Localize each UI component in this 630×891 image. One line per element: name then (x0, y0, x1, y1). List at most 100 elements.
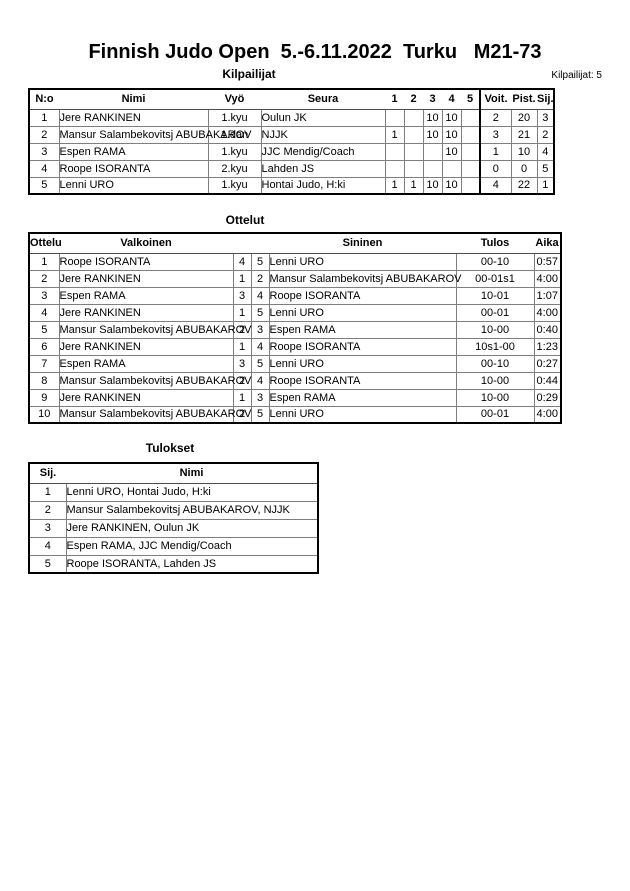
cell-pist: 22 (511, 177, 538, 194)
cell-match-no: 7 (29, 355, 60, 373)
cell-vno: 2 (233, 406, 252, 423)
cell-seura: Oulun JK (261, 109, 386, 127)
cell-vno: 1 (233, 270, 252, 288)
cell-tulos: 10-00 (456, 321, 535, 339)
cell-valkoinen: Espen RAMA (59, 287, 234, 305)
tulokset-table: Sij. Nimi 1 Lenni URO, Hontai Judo, H:ki… (28, 462, 319, 574)
col-header-sij: Sij. (29, 463, 66, 484)
cell-match-no: 8 (29, 372, 60, 390)
table-row: 2 Mansur Salambekovitsj ABUBAKAROV 1.dan… (29, 126, 554, 144)
table-row: 6 Jere RANKINEN 1 4 Roope ISORANTA 10s1-… (29, 338, 561, 356)
cell-valkoinen: Mansur Salambekovitsj ABUBAKAROV (59, 372, 251, 390)
cell-sij: 4 (29, 537, 67, 556)
cell-aika: 4:00 (534, 270, 561, 288)
cell-nimi: Mansur Salambekovitsj ABUBAKAROV (59, 126, 251, 144)
cell-valkoinen: Jere RANKINEN (59, 338, 234, 356)
cell-voit: 1 (479, 143, 512, 161)
cell-vno: 1 (233, 338, 252, 356)
cell-r4: 10 (442, 109, 462, 127)
table-row: 1 Lenni URO, Hontai Judo, H:ki (29, 483, 318, 502)
cell-sno: 4 (251, 287, 270, 305)
col-header-5: 5 (461, 89, 480, 110)
col-header-vno (233, 233, 251, 254)
cell-no: 1 (29, 109, 60, 127)
cell-sno: 5 (251, 304, 270, 322)
cell-tulos: 00-01 (456, 304, 535, 322)
cell-aika: 0:57 (534, 253, 561, 271)
cell-vno: 2 (233, 321, 252, 339)
table-row: 4 Roope ISORANTA 2.kyu Lahden JS 0 0 5 (29, 160, 554, 178)
cell-voit: 0 (479, 160, 512, 178)
col-header-2: 2 (404, 89, 423, 110)
cell-aika: 0:44 (534, 372, 561, 390)
cell-vyo: 1.kyu (208, 143, 262, 161)
cell-valkoinen: Mansur Salambekovitsj ABUBAKAROV (59, 321, 251, 339)
page-title: Finnish Judo Open 5.-6.11.2022 Turku M21… (88, 41, 542, 63)
col-header-4: 4 (442, 89, 461, 110)
cell-sno: 5 (251, 355, 270, 373)
cell-r1: 1 (385, 177, 405, 194)
cell-nimi: Roope ISORANTA (59, 160, 209, 178)
cell-seura: NJJK (261, 126, 386, 144)
col-header-voit: Voit. (479, 89, 511, 110)
cell-r3: 10 (423, 177, 443, 194)
cell-aika: 4:00 (536, 408, 558, 421)
cell-sij: 4 (537, 143, 554, 161)
cell-vno: 2 (233, 372, 252, 390)
col-header-1: 1 (385, 89, 404, 110)
cell-sij: 3 (29, 519, 67, 538)
cell-valkoinen: Jere RANKINEN (59, 304, 234, 322)
cell-vno: 1 (233, 389, 252, 407)
cell-match-no: 10 (29, 406, 60, 423)
section-title-ottelut: Ottelut (225, 213, 265, 227)
cell-voit: 4 (479, 177, 512, 194)
cell-r4: 10 (442, 177, 462, 194)
cell-aika: 1:07 (534, 287, 561, 305)
cell-no: 3 (29, 143, 60, 161)
cell-tulos: 00-01 (456, 406, 535, 423)
cell-sininen: Mansur Salambekovitsj ABUBAKAROV (269, 270, 461, 288)
cell-pist: 20 (511, 109, 538, 127)
cell-aika: 0:40 (534, 321, 561, 339)
cell-r3 (423, 143, 443, 161)
col-header-no: N:o (29, 89, 59, 110)
cell-voit: 2 (479, 109, 512, 127)
cell-sij: 5 (537, 160, 554, 178)
ottelut-header-row: Ottelu Valkoinen Sininen Tulos Aika (29, 233, 561, 254)
cell-sij: 1 (542, 179, 549, 192)
cell-tulos: 10s1-00 (456, 338, 535, 356)
cell-vno: 1 (233, 304, 252, 322)
cell-match-no: 3 (29, 287, 60, 305)
table-row: 3 Espen RAMA 3 4 Roope ISORANTA 10-01 1:… (29, 287, 561, 305)
col-header-3: 3 (423, 89, 442, 110)
cell-r1 (385, 109, 405, 127)
table-row: 8 Mansur Salambekovitsj ABUBAKAROV 2 4 R… (29, 372, 561, 390)
cell-vyo: 1.dan (208, 126, 262, 144)
cell-valkoinen: Jere RANKINEN (59, 389, 234, 407)
cell-sininen: Roope ISORANTA (269, 372, 457, 390)
kilpailijat-table: N:o Nimi Vyö Seura 1 2 3 4 5 Voit. Pist.… (28, 88, 555, 195)
section-title-tulokset: Tulokset (145, 441, 195, 455)
tulokset-header-row: Sij. Nimi (29, 463, 318, 484)
table-row: 5 Mansur Salambekovitsj ABUBAKAROV 2 3 E… (29, 321, 561, 339)
cell-nimi: Lenni URO (59, 177, 209, 194)
cell-no: 4 (29, 160, 60, 178)
cell-sno: 4 (251, 372, 270, 390)
cell-nimi: Jere RANKINEN (59, 109, 209, 127)
cell-no: 2 (29, 126, 60, 144)
cell-r5 (461, 126, 481, 144)
cell-vyo: 2.kyu (208, 160, 262, 178)
col-header-valkoinen: Valkoinen (59, 233, 233, 254)
cell-voit: 3 (479, 126, 512, 144)
table-row: 2 Jere RANKINEN 1 2 Mansur Salambekovits… (29, 270, 561, 288)
table-row: 7 Espen RAMA 3 5 Lenni URO 00-10 0:27 (29, 355, 561, 373)
cell-r5 (461, 109, 481, 127)
cell-valkoinen: Jere RANKINEN (59, 270, 234, 288)
ottelut-table: Ottelu Valkoinen Sininen Tulos Aika 1 Ro… (28, 232, 562, 424)
cell-r3: 10 (423, 126, 443, 144)
cell-r4: 10 (442, 126, 462, 144)
cell-aika: 4:00 (534, 304, 561, 322)
col-header-aika: Aika (534, 233, 561, 254)
cell-sno: 5 (251, 406, 270, 423)
